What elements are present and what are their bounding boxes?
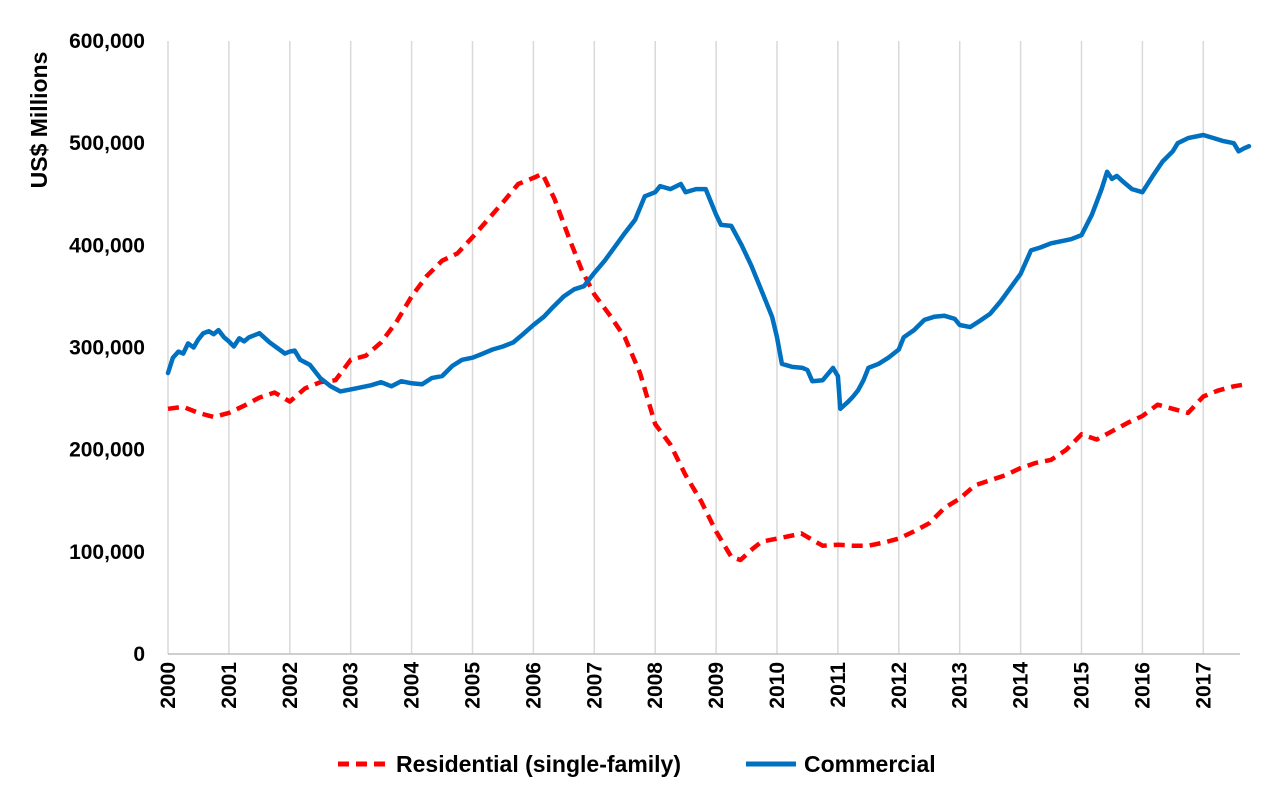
x-tick-label: 2013 <box>949 662 972 709</box>
y-tick-label: 400,000 <box>69 234 145 257</box>
grid <box>167 41 1205 654</box>
legend-label-residential: Residential (single-family) <box>396 751 681 777</box>
y-axis-ticks: 0 100,000 200,000 300,000 400,000 500,000 600,… <box>69 30 145 666</box>
x-tick-label: 2006 <box>522 662 545 709</box>
x-axis-ticks: 2000 2001 2002 2003 2004 2005 2006 2007 2008 2009… <box>157 662 1215 709</box>
x-tick-label: 2004 <box>401 662 424 709</box>
x-tick-label: 2005 <box>462 662 485 709</box>
legend-label-commercial: Commercial <box>804 751 936 777</box>
x-tick-label: 2009 <box>705 662 728 709</box>
legend: Residential (single-family) Commercial <box>338 751 936 777</box>
x-tick-label: 2016 <box>1131 662 1154 709</box>
x-tick-label: 2011 <box>827 662 850 708</box>
y-tick-label: 600,000 <box>69 30 145 53</box>
y-tick-label: 300,000 <box>69 337 145 360</box>
series-layer <box>165 132 1252 563</box>
x-tick-label: 2000 <box>157 662 180 709</box>
series-line-commercial <box>165 132 1252 412</box>
x-tick-label: 2012 <box>888 662 911 709</box>
x-tick-label: 2003 <box>340 662 363 709</box>
x-tick-label: 2001 <box>218 662 241 709</box>
x-tick-label: 2017 <box>1192 662 1215 709</box>
x-tick-label: 2010 <box>766 662 789 709</box>
y-tick-label: 100,000 <box>69 541 145 564</box>
y-tick-label: 500,000 <box>69 132 145 155</box>
series-line-residential <box>167 171 1247 563</box>
y-tick-label: 200,000 <box>69 439 145 462</box>
y-tick-label: 0 <box>133 643 145 666</box>
x-tick-label: 2014 <box>1010 662 1033 709</box>
x-tick-label: 2002 <box>279 662 302 709</box>
x-tick-label: 2008 <box>644 662 667 709</box>
x-tick-label: 2007 <box>583 662 606 709</box>
x-tick-label: 2015 <box>1071 662 1094 709</box>
y-axis-title: US$ Millions <box>26 52 52 189</box>
